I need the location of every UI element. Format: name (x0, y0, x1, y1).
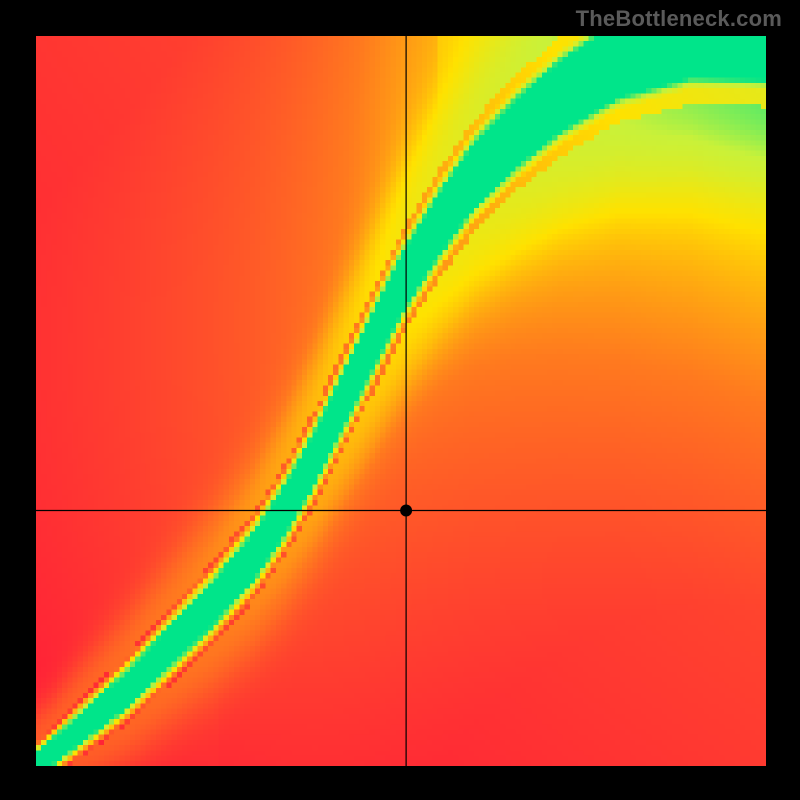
watermark-text: TheBottleneck.com (576, 6, 782, 32)
bottleneck-heatmap (36, 36, 766, 766)
chart-container: { "watermark": { "text": "TheBottleneck.… (0, 0, 800, 800)
